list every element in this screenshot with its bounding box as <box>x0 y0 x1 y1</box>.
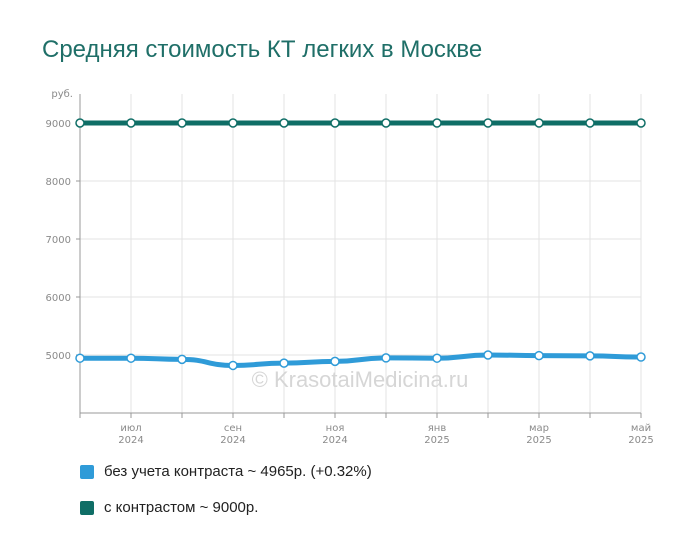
data-point <box>75 353 85 363</box>
data-point <box>228 118 238 128</box>
x-tick-label-year: 2025 <box>526 435 551 446</box>
data-point <box>483 350 493 360</box>
watermark: © KrasotaiMedicina.ru <box>252 367 469 392</box>
x-tick-label-year: 2024 <box>220 435 245 446</box>
data-point <box>534 350 544 361</box>
legend-label-contrast: с контрастом ~ 9000р. <box>104 499 259 516</box>
data-point <box>432 118 442 128</box>
legend-swatch-no-contrast <box>80 464 94 479</box>
x-tick-label-year: 2025 <box>424 435 449 446</box>
x-tick-label-month: май <box>631 423 651 434</box>
chart-title: Средняя стоимость КТ легких в Москве <box>42 36 483 63</box>
y-tick-label: 6000 <box>46 293 71 304</box>
legend-item-no-contrast[interactable]: без учета контраста ~ 4965р. (+0.32%) <box>80 463 372 480</box>
data-point <box>177 118 187 128</box>
x-tick-label-month: июл <box>120 423 141 434</box>
data-point <box>636 352 646 362</box>
legend-swatch-contrast <box>80 500 94 515</box>
data-point <box>585 118 595 128</box>
data-point <box>177 354 187 365</box>
x-tick-label-month: ноя <box>326 423 345 434</box>
x-tick-label-year: 2024 <box>322 435 347 446</box>
data-point <box>279 358 289 368</box>
data-point <box>585 351 595 361</box>
y-tick-label: 9000 <box>46 119 71 130</box>
data-point <box>126 353 136 363</box>
y-tick-label: 7000 <box>46 235 71 246</box>
x-tick-label-month: мар <box>529 423 549 434</box>
data-point <box>75 118 85 128</box>
data-point <box>228 360 238 371</box>
data-point <box>330 118 340 128</box>
data-point <box>432 353 442 363</box>
data-point <box>636 118 646 128</box>
y-tick-label: 8000 <box>46 177 71 188</box>
series-line-no-contrast <box>77 352 644 368</box>
x-tick-label-month: сен <box>224 423 242 434</box>
x-tick-label-year: 2024 <box>118 435 143 446</box>
data-point <box>483 118 493 128</box>
data-point <box>330 356 340 367</box>
data-point <box>126 118 136 128</box>
data-point <box>279 118 289 128</box>
data-point <box>534 118 544 128</box>
y-axis-unit: руб. <box>51 89 73 100</box>
y-tick-label: 5000 <box>46 351 71 362</box>
x-tick-label-year: 2025 <box>628 435 653 446</box>
x-tick-label-month: янв <box>428 423 447 434</box>
data-point <box>381 353 391 363</box>
legend-item-contrast[interactable]: с контрастом ~ 9000р. <box>80 499 258 516</box>
data-point <box>381 118 391 128</box>
legend-label-no-contrast: без учета контраста ~ 4965р. (+0.32%) <box>104 463 372 480</box>
